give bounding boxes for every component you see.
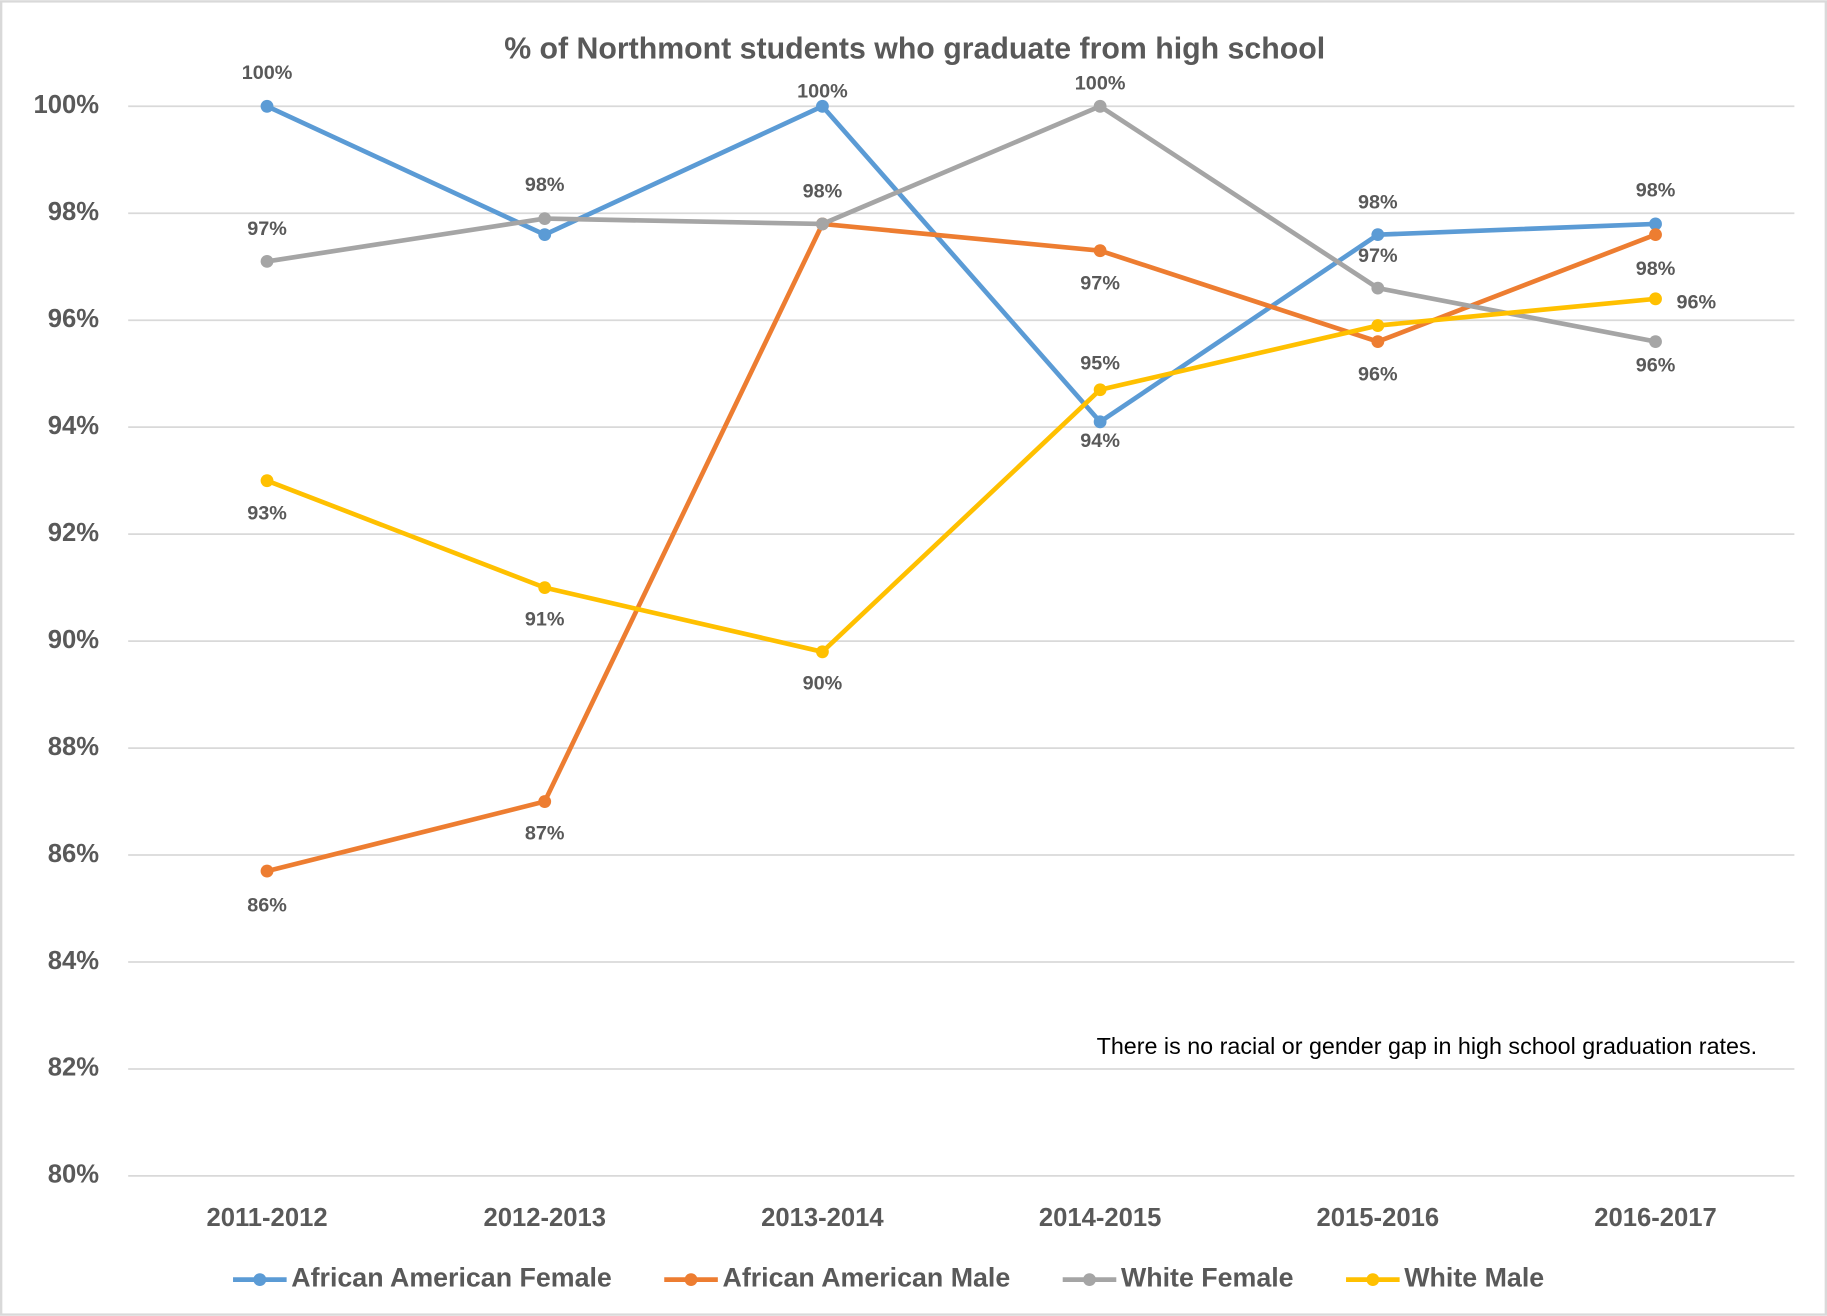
data-label: 94%: [1080, 430, 1120, 452]
data-label: 95%: [1080, 352, 1120, 374]
chart-title: % of Northmont students who graduate fro…: [504, 32, 1325, 65]
point: [816, 645, 829, 659]
x-tick-label: 2011-2012: [206, 1204, 327, 1232]
data-label: 100%: [797, 81, 848, 103]
data-label: 100%: [242, 62, 293, 84]
data-label: 91%: [525, 608, 565, 630]
point: [260, 474, 274, 488]
data-label: 97%: [1358, 245, 1398, 267]
point: [816, 217, 829, 231]
legend-label: African American Female: [291, 1263, 612, 1293]
x-tick-label: 2016-2017: [1594, 1204, 1717, 1232]
data-label: 93%: [247, 503, 287, 525]
data-label: 97%: [247, 218, 287, 240]
x-tick-label: 2012-2013: [483, 1204, 606, 1232]
y-tick-label: 88%: [48, 733, 100, 761]
x-tick-label: 2013-2014: [761, 1204, 884, 1232]
y-tick-label: 90%: [48, 626, 100, 654]
point: [1649, 292, 1662, 306]
point: [1093, 99, 1107, 113]
data-label: 96%: [1676, 292, 1716, 314]
annotation: There is no racial or gender gap in high…: [1097, 1033, 1757, 1059]
data-label: 87%: [525, 822, 565, 844]
legend-marker: [253, 1273, 267, 1287]
data-label: 96%: [1636, 354, 1676, 376]
legend-label: White Female: [1121, 1263, 1294, 1293]
data-label: 98%: [1636, 258, 1676, 280]
legend-marker: [1366, 1273, 1380, 1287]
legend-marker: [1083, 1273, 1096, 1287]
point: [538, 212, 552, 226]
data-label: 100%: [1075, 72, 1126, 94]
data-label: 98%: [1358, 191, 1398, 213]
y-tick-label: 84%: [48, 947, 100, 975]
point: [1649, 228, 1662, 242]
data-label: 90%: [803, 673, 843, 695]
y-tick-label: 92%: [48, 519, 100, 547]
y-tick-label: 82%: [48, 1054, 100, 1082]
data-label: 97%: [1080, 273, 1120, 295]
point: [538, 581, 552, 595]
y-tick-label: 98%: [48, 198, 100, 226]
data-label: 96%: [1358, 364, 1398, 386]
line: [266, 103, 1656, 425]
line: [266, 103, 1656, 344]
line: [266, 296, 1656, 655]
point: [1093, 415, 1107, 429]
point: [538, 228, 552, 242]
line: [266, 221, 1657, 874]
point: [1371, 319, 1385, 332]
data-label: 98%: [803, 181, 843, 203]
y-tick-label: 96%: [48, 305, 100, 333]
point: [1371, 281, 1385, 295]
point: [538, 795, 552, 808]
data-label: 98%: [1636, 180, 1676, 202]
point: [1649, 217, 1662, 231]
y-tick-label: 100%: [33, 91, 99, 119]
legend-label: African American Male: [723, 1263, 1011, 1293]
point: [260, 254, 274, 268]
point: [1093, 383, 1107, 397]
data-label: 98%: [525, 174, 565, 196]
point: [816, 99, 829, 113]
data-label: 86%: [247, 894, 287, 916]
point: [260, 99, 274, 113]
point: [1093, 244, 1107, 258]
legend-label: White Male: [1404, 1263, 1544, 1293]
legend-marker: [684, 1273, 698, 1287]
point: [1649, 335, 1662, 349]
point: [1371, 335, 1385, 349]
y-tick-label: 80%: [48, 1161, 100, 1189]
x-tick-label: 2015-2016: [1317, 1204, 1440, 1232]
x-tick-label: 2014-2015: [1039, 1204, 1162, 1232]
y-tick-label: 86%: [48, 840, 100, 868]
point: [260, 864, 274, 878]
point: [1371, 228, 1385, 242]
y-tick-label: 94%: [48, 412, 100, 440]
